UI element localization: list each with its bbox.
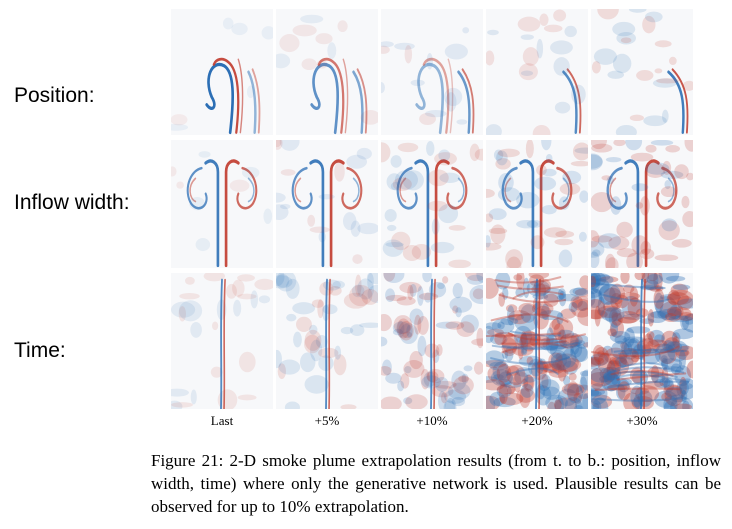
column-label-plus-5: +5% — [314, 413, 340, 428]
column-label-plus-20: +20% — [521, 413, 553, 428]
sim-image-position-1 — [171, 9, 273, 135]
sim-image-inflow-width-1 — [171, 140, 273, 268]
sim-image-time-2 — [276, 273, 378, 409]
sim-image-position-3 — [381, 9, 483, 135]
column-label-plus-10: +10% — [416, 413, 448, 428]
image-grid — [171, 9, 693, 409]
sim-image-position-4 — [486, 9, 588, 135]
column-label-last: Last — [210, 413, 234, 428]
figure-caption: Figure 21: 2-D smoke plume extrapolation… — [151, 451, 721, 516]
sim-image-inflow-width-4 — [486, 140, 588, 268]
sim-image-time-5 — [591, 273, 693, 409]
column-label-plus-30: +30% — [626, 413, 658, 428]
sim-image-inflow-width-3 — [381, 140, 483, 268]
sim-image-time-4 — [486, 273, 588, 409]
sim-image-time-1 — [171, 273, 273, 409]
row-label-position: Position: — [14, 84, 95, 107]
row-label-time: Time: — [14, 339, 66, 362]
sim-image-inflow-width-2 — [276, 140, 378, 268]
sim-image-time-3 — [381, 273, 483, 409]
sim-image-position-2 — [276, 9, 378, 135]
row-label-inflow-width: Inflow width: — [14, 191, 130, 214]
sim-image-inflow-width-5 — [591, 140, 693, 268]
sim-image-position-5 — [591, 9, 693, 135]
